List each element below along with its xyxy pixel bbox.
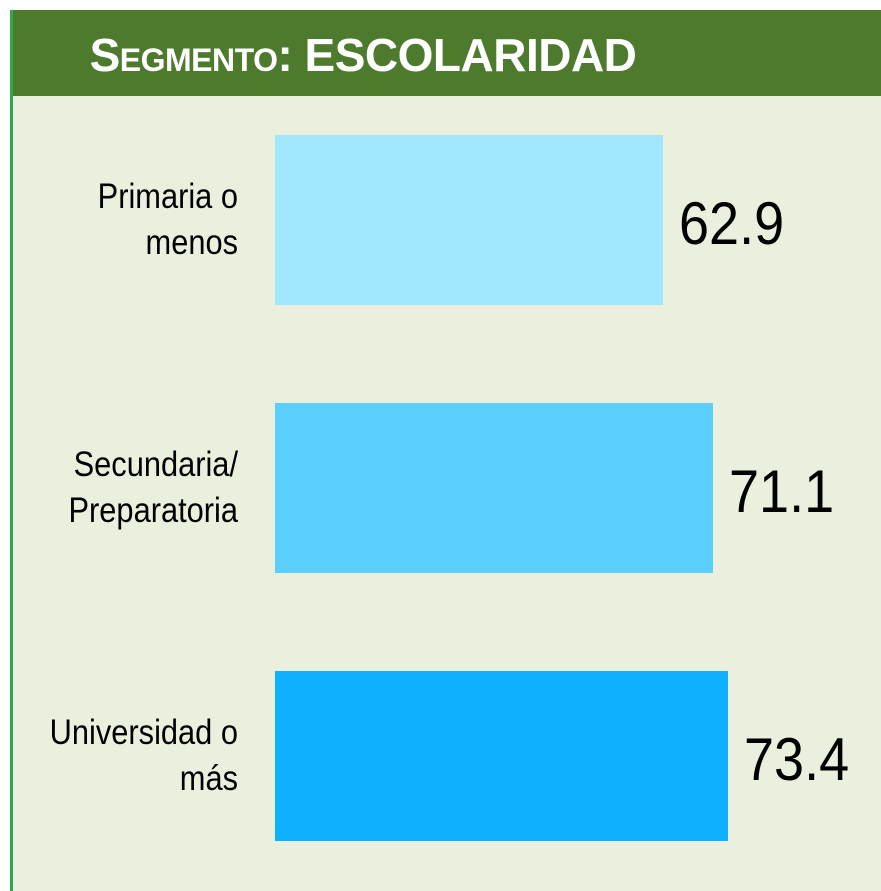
bar: [275, 671, 728, 841]
chart-title: Segmento: ESCOLARIDAD: [89, 29, 637, 81]
bar: [275, 135, 663, 305]
value-label: 71.1: [729, 458, 835, 525]
value-label: 62.9: [678, 190, 784, 257]
category-label: Universidad o más: [49, 713, 238, 798]
category-label: Secundaria/ Preparatoria: [68, 445, 238, 530]
bar: [275, 403, 714, 573]
value-label: 73.4: [743, 726, 849, 793]
category-label: Primaria o menos: [97, 177, 238, 262]
header-band: [13, 10, 881, 96]
